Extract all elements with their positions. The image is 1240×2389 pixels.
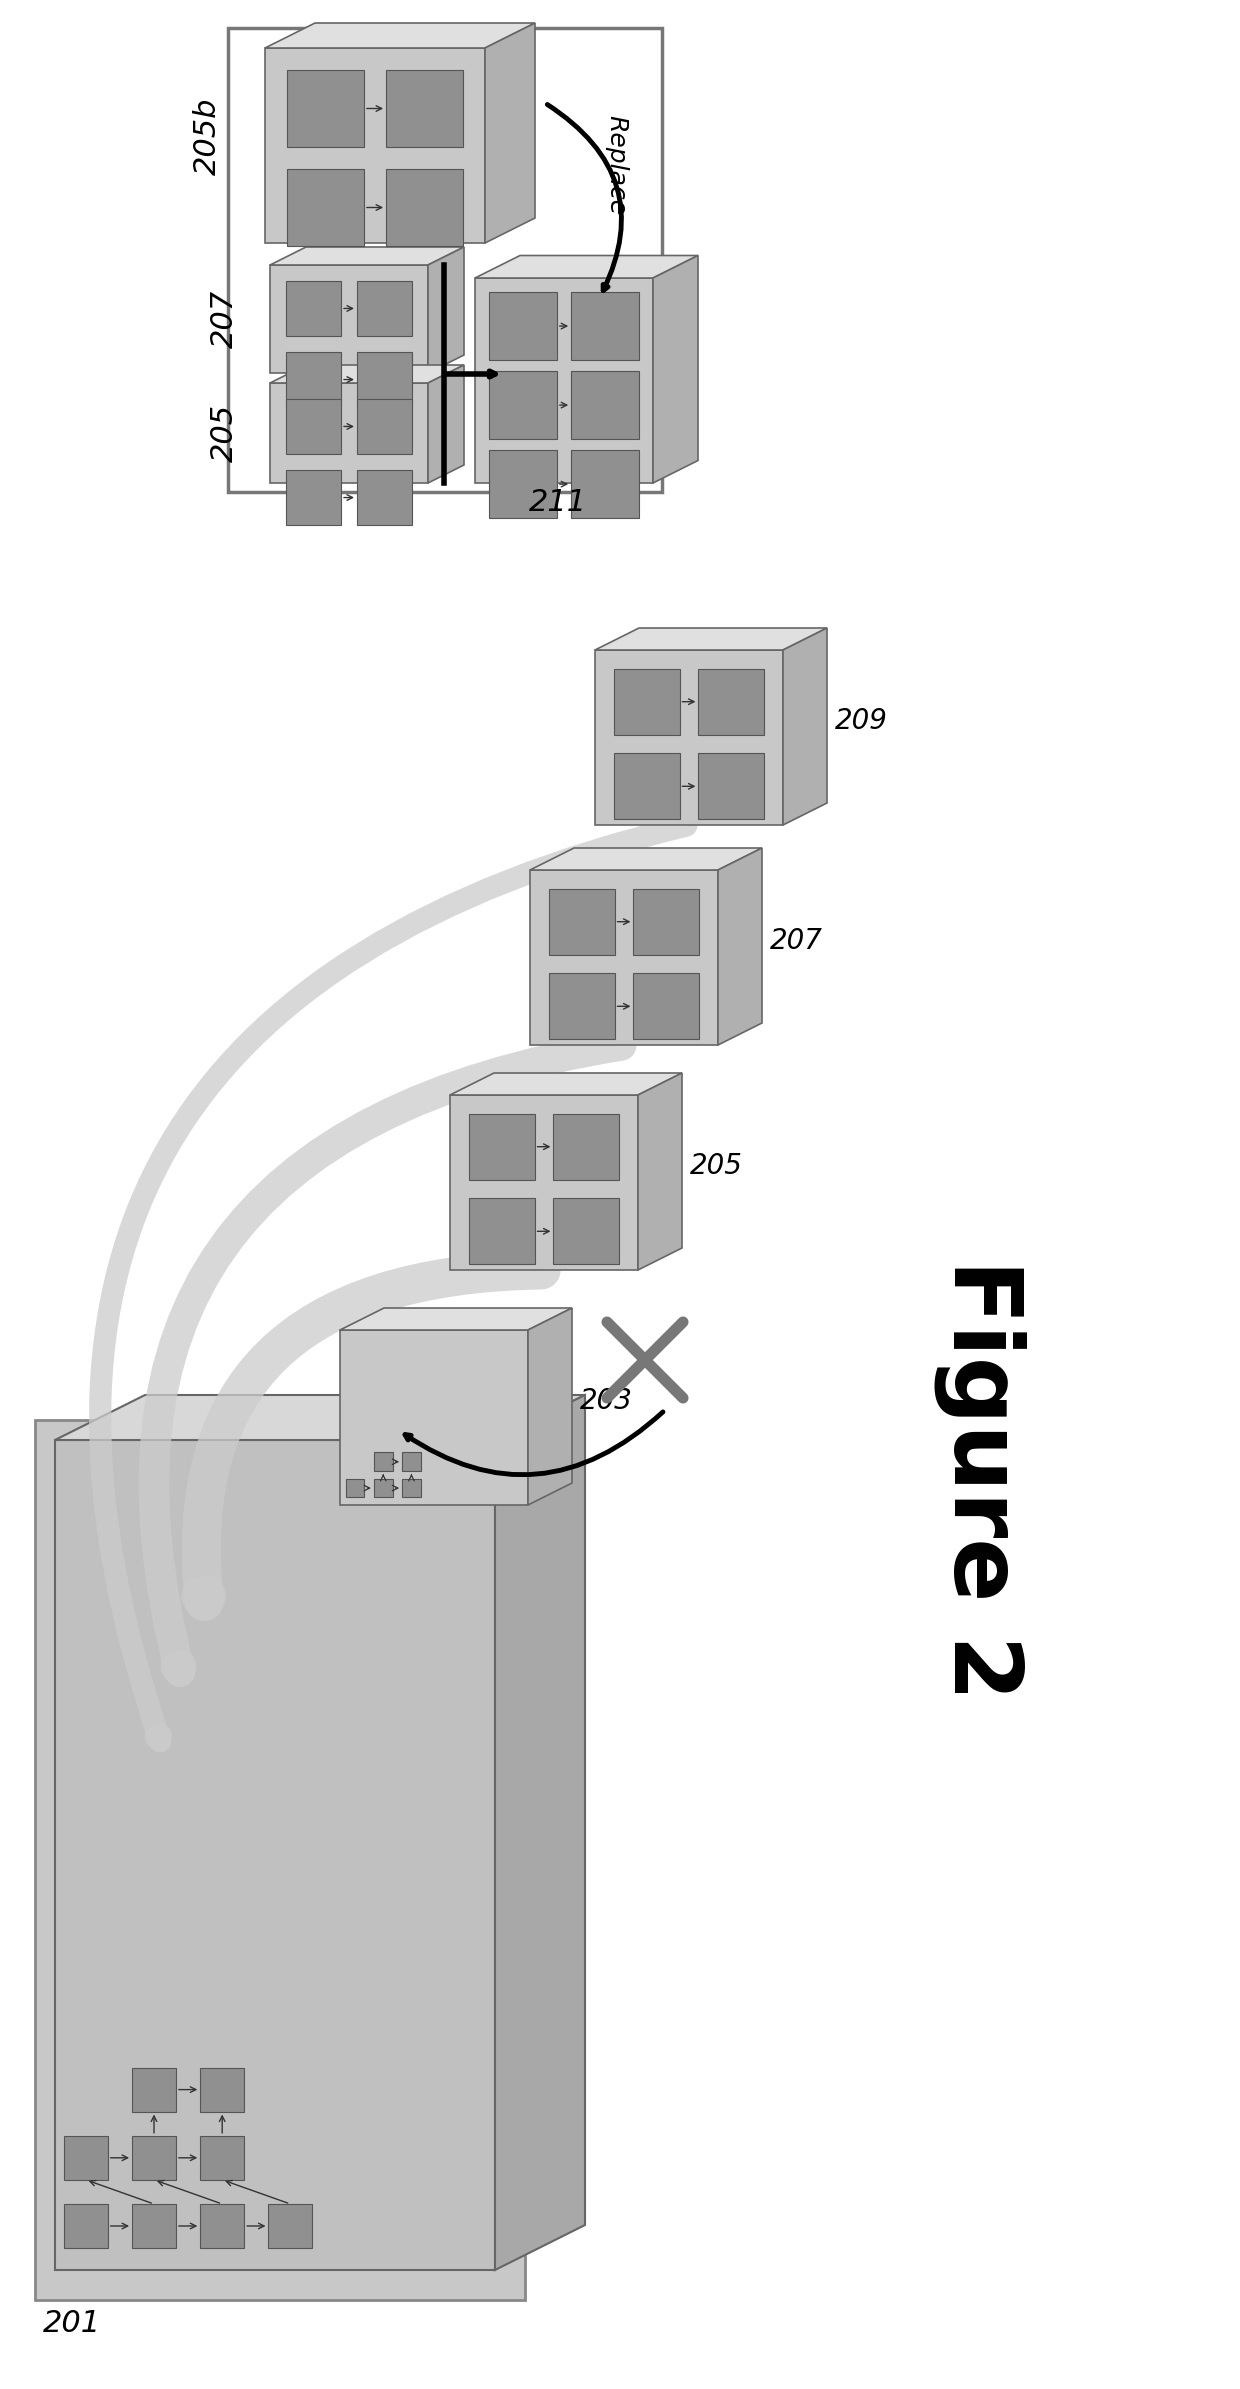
- Polygon shape: [528, 1309, 572, 1505]
- Polygon shape: [402, 1453, 420, 1472]
- Polygon shape: [357, 471, 412, 526]
- Polygon shape: [373, 1479, 393, 1498]
- Polygon shape: [402, 1479, 420, 1498]
- Polygon shape: [549, 972, 615, 1039]
- Polygon shape: [529, 870, 718, 1044]
- Polygon shape: [490, 449, 557, 518]
- Polygon shape: [265, 48, 485, 244]
- Text: 207: 207: [210, 289, 238, 349]
- Polygon shape: [200, 2205, 244, 2248]
- Polygon shape: [653, 256, 698, 483]
- Polygon shape: [572, 449, 639, 518]
- Polygon shape: [595, 628, 827, 650]
- Polygon shape: [428, 366, 464, 483]
- Polygon shape: [475, 256, 698, 277]
- Polygon shape: [634, 889, 699, 956]
- Polygon shape: [346, 1479, 365, 1498]
- Polygon shape: [595, 650, 782, 824]
- Polygon shape: [270, 265, 428, 373]
- Polygon shape: [572, 291, 639, 361]
- Polygon shape: [63, 2136, 108, 2179]
- Polygon shape: [549, 889, 615, 956]
- Polygon shape: [357, 351, 412, 406]
- Polygon shape: [200, 2066, 244, 2112]
- Polygon shape: [428, 246, 464, 373]
- Polygon shape: [490, 291, 557, 361]
- Polygon shape: [614, 669, 680, 733]
- Text: 201: 201: [43, 2310, 102, 2339]
- Polygon shape: [285, 282, 341, 337]
- Polygon shape: [450, 1094, 639, 1271]
- Polygon shape: [357, 282, 412, 337]
- Bar: [35, 1419, 525, 2301]
- Polygon shape: [131, 2205, 176, 2248]
- Polygon shape: [286, 170, 365, 246]
- Text: 205: 205: [210, 404, 238, 461]
- Text: 205b: 205b: [192, 98, 222, 174]
- Polygon shape: [614, 753, 680, 819]
- Polygon shape: [782, 628, 827, 824]
- Polygon shape: [475, 277, 653, 483]
- Polygon shape: [639, 1073, 682, 1271]
- Text: 203: 203: [580, 1386, 632, 1414]
- Text: Replace: Replace: [604, 115, 627, 215]
- Polygon shape: [340, 1331, 528, 1505]
- Bar: [228, 29, 662, 492]
- Polygon shape: [373, 1453, 393, 1472]
- Polygon shape: [450, 1073, 682, 1094]
- Polygon shape: [270, 246, 464, 265]
- Polygon shape: [340, 1309, 572, 1331]
- Text: 205: 205: [689, 1151, 743, 1180]
- Polygon shape: [55, 1441, 495, 2270]
- Polygon shape: [469, 1199, 534, 1264]
- Polygon shape: [529, 848, 763, 870]
- Polygon shape: [698, 669, 764, 733]
- Polygon shape: [357, 399, 412, 454]
- Polygon shape: [285, 399, 341, 454]
- Polygon shape: [553, 1113, 619, 1180]
- Text: Figure 2: Figure 2: [934, 1259, 1027, 1701]
- Polygon shape: [698, 753, 764, 819]
- Polygon shape: [386, 170, 463, 246]
- Polygon shape: [490, 370, 557, 440]
- Text: 207: 207: [770, 927, 823, 956]
- Polygon shape: [718, 848, 763, 1044]
- Polygon shape: [270, 382, 428, 483]
- Text: 211: 211: [528, 487, 587, 516]
- Polygon shape: [286, 69, 365, 148]
- Polygon shape: [131, 2066, 176, 2112]
- Polygon shape: [268, 2205, 312, 2248]
- Text: 209: 209: [835, 707, 888, 736]
- Polygon shape: [634, 972, 699, 1039]
- Polygon shape: [485, 24, 534, 244]
- Polygon shape: [572, 370, 639, 440]
- Polygon shape: [55, 1395, 585, 1441]
- Polygon shape: [200, 2136, 244, 2179]
- Polygon shape: [553, 1199, 619, 1264]
- Polygon shape: [285, 351, 341, 406]
- Polygon shape: [495, 1395, 585, 2270]
- Polygon shape: [265, 24, 534, 48]
- Polygon shape: [386, 69, 463, 148]
- Polygon shape: [270, 366, 464, 382]
- Polygon shape: [63, 2205, 108, 2248]
- Polygon shape: [131, 2136, 176, 2179]
- Polygon shape: [469, 1113, 534, 1180]
- Polygon shape: [285, 471, 341, 526]
